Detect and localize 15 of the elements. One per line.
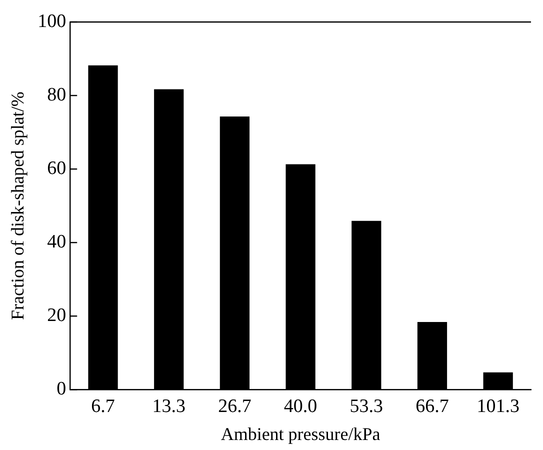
y-axis-title: Fraction of disk-shaped splat/%	[8, 92, 28, 320]
x-axis-title: Ambient pressure/kPa	[220, 424, 380, 444]
y-tick-label: 0	[56, 378, 66, 400]
x-tick-label: 26.7	[218, 396, 252, 417]
y-tick-label: 80	[47, 84, 66, 106]
x-tick-label: 53.3	[350, 396, 384, 417]
x-tick-label: 40.0	[284, 396, 318, 417]
x-tick-label: 66.7	[416, 396, 449, 417]
x-tick-label: 13.3	[152, 396, 186, 417]
y-tick-label: 40	[47, 232, 66, 253]
x-tick-label: 101.3	[476, 396, 520, 417]
y-tick-label: 100	[38, 10, 66, 32]
y-tick-label: 60	[47, 158, 66, 180]
x-tick-label: 6.7	[91, 396, 115, 417]
y-tick-label: 20	[47, 305, 66, 326]
